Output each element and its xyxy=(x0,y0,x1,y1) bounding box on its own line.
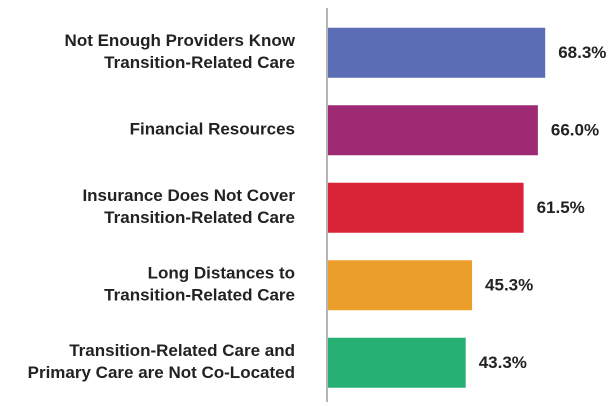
category-label: Long Distances to xyxy=(148,264,295,283)
category-label: Not Enough Providers Know xyxy=(65,31,296,50)
category-label: Primary Care are Not Co-Located xyxy=(28,363,295,382)
value-label: 61.5% xyxy=(537,198,585,217)
category-label: Transition-Related Care xyxy=(104,208,295,227)
value-label: 68.3% xyxy=(558,43,606,62)
bar xyxy=(328,260,473,311)
category-label: Transition-Related Care and xyxy=(69,341,295,360)
category-label: Transition-Related Care xyxy=(104,286,295,305)
category-label: Financial Resources xyxy=(130,120,295,139)
value-label: 45.3% xyxy=(485,276,533,295)
value-label: 43.3% xyxy=(479,353,527,372)
bar xyxy=(328,27,546,78)
category-label: Insurance Does Not Cover xyxy=(82,186,295,205)
category-label: Transition-Related Care xyxy=(104,53,295,72)
value-label: 66.0% xyxy=(551,121,599,140)
bar xyxy=(328,337,466,388)
bar xyxy=(328,105,538,156)
bar xyxy=(328,182,524,233)
